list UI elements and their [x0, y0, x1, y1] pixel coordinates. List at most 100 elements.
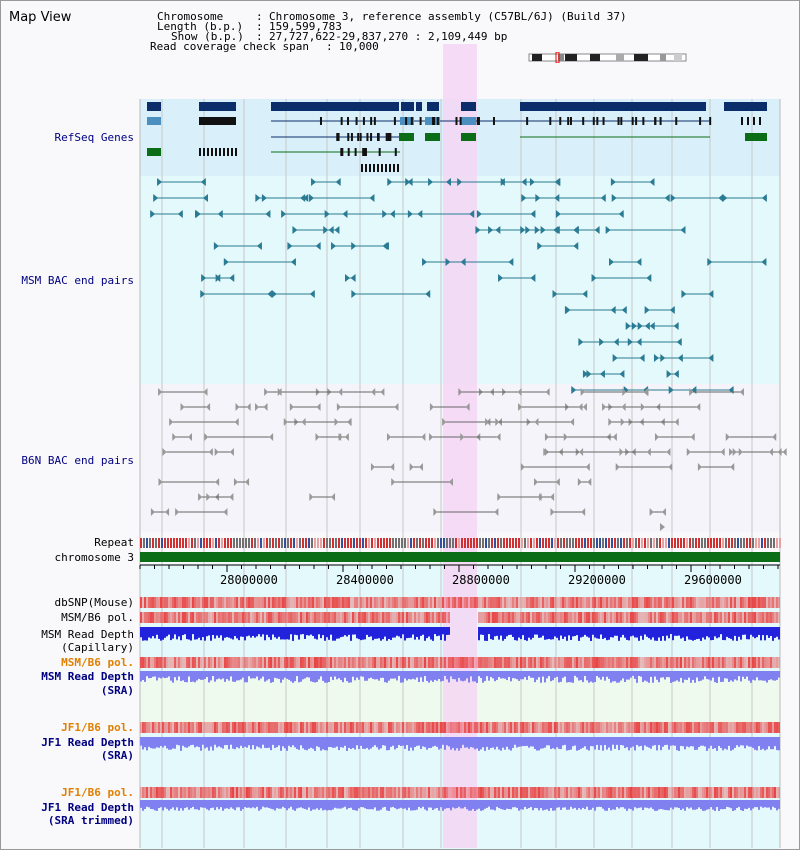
read-depth-bar [530, 737, 532, 747]
read-depth-bar [514, 800, 516, 808]
repeat-element [533, 538, 535, 548]
polymorphism-cell [226, 612, 228, 623]
polymorphism-cell [480, 657, 482, 668]
track-label-msm-b6-pol-1[interactable]: MSM/B6 pol. [61, 611, 134, 624]
b6n-bac-end [550, 508, 555, 516]
read-depth-bar [426, 737, 428, 750]
polymorphism-cell [382, 722, 384, 733]
read-depth-bar [768, 800, 770, 808]
track-label-b6n-bac[interactable]: B6N BAC end pairs [21, 454, 134, 467]
repeat-element [572, 538, 574, 548]
polymorphism-cell [466, 657, 468, 668]
polymorphism-cell [496, 612, 498, 623]
read-depth-bar [272, 737, 274, 745]
b6n-bac-end [668, 463, 673, 471]
polymorphism-cell [674, 597, 676, 608]
read-depth-bar [608, 627, 610, 640]
polymorphism-cell [734, 787, 736, 798]
track-label-jf1-b6-pol-1[interactable]: JF1/B6 pol. [61, 721, 134, 734]
polymorphism-cell [630, 787, 632, 798]
read-depth-bar [394, 627, 396, 638]
read-depth-bar [314, 737, 316, 751]
polymorphism-cell [504, 612, 506, 623]
track-label-jf1-depth-sra[interactable]: JF1 Read Depth [41, 736, 134, 749]
polymorphism-cell [472, 657, 474, 668]
b6n-bac-end [485, 418, 490, 426]
polymorphism-cell [534, 787, 536, 798]
polymorphism-cell [430, 787, 432, 798]
polymorphism-cell [644, 657, 646, 668]
track-label-chromosome[interactable]: chromosome 3 [54, 551, 134, 564]
read-depth-bar [378, 627, 380, 639]
read-depth-bar [340, 737, 342, 748]
read-depth-bar [382, 800, 384, 808]
read-depth-bar [178, 671, 180, 677]
chromosome-ideogram[interactable] [528, 52, 688, 63]
track-label-dbsnp[interactable]: dbSNP(Mouse) [54, 596, 134, 609]
msm-bac-end [525, 226, 531, 234]
polymorphism-cell [414, 597, 416, 608]
polymorphism-cell [512, 597, 514, 608]
repeat-element [380, 538, 382, 548]
polymorphism-cell [578, 722, 580, 733]
read-depth-bar [484, 800, 486, 809]
polymorphism-cell [370, 612, 372, 623]
polymorphism-cell [778, 612, 780, 623]
polymorphism-cell [384, 787, 386, 798]
polymorphism-cell [240, 597, 242, 608]
track-label-msm-depth-sra[interactable]: MSM Read Depth [41, 670, 134, 683]
polymorphism-cell [712, 722, 714, 733]
read-depth-bar [602, 800, 604, 809]
track-label-msm-b6-pol-2[interactable]: MSM/B6 pol. [61, 656, 134, 669]
read-depth-bar [694, 627, 696, 640]
track-label-jf1-b6-pol-2[interactable]: JF1/B6 pol. [61, 786, 134, 799]
axis-tick-label: 28400000 [336, 573, 394, 587]
polymorphism-cell [318, 657, 320, 668]
read-depth-bar [578, 800, 580, 809]
polymorphism-cell [194, 612, 196, 623]
polymorphism-cell [660, 722, 662, 733]
polymorphism-cell [756, 722, 758, 733]
msm-bac-end [345, 274, 351, 282]
read-depth-bar [484, 627, 486, 641]
polymorphism-cell [418, 787, 420, 798]
track-label-msm-depth-cap[interactable]: MSM Read Depth [41, 628, 134, 641]
track-label-refseq[interactable]: RefSeq Genes [54, 131, 134, 144]
read-depth-bar [646, 737, 648, 747]
polymorphism-cell [604, 657, 606, 668]
polymorphism-cell [230, 597, 232, 608]
b6n-bac-end [334, 418, 339, 426]
polymorphism-cell [232, 787, 234, 798]
track-label-repeat[interactable]: Repeat [94, 536, 134, 549]
read-depth-bar [768, 737, 770, 747]
polymorphism-cell [618, 722, 620, 733]
read-depth-bar [330, 800, 332, 811]
polymorphism-cell [306, 597, 308, 608]
read-depth-bar [332, 737, 334, 748]
read-depth-bar [142, 737, 144, 750]
msm-bac-end [157, 178, 163, 186]
b6n-bac-end [518, 403, 523, 411]
b6n-bac-end [214, 448, 219, 456]
read-depth-bar [658, 627, 660, 638]
read-depth-bar [604, 737, 606, 746]
read-depth-bar [350, 671, 352, 683]
read-depth-bar [700, 737, 702, 746]
read-depth-bar [648, 627, 650, 639]
read-depth-bar [424, 800, 426, 810]
polymorphism-cell [242, 597, 244, 608]
polymorphism-cell [332, 722, 334, 733]
repeat-element [746, 538, 748, 548]
polymorphism-cell [558, 657, 560, 668]
polymorphism-cell [588, 657, 590, 668]
polymorphism-cell [564, 787, 566, 798]
polymorphism-cell [442, 612, 444, 623]
polymorphism-cell [566, 612, 568, 623]
track-label-jf1-depth-trim[interactable]: JF1 Read Depth [41, 801, 134, 814]
read-depth-bar [210, 737, 212, 747]
read-depth-bar [352, 671, 354, 677]
track-label-msm-bac[interactable]: MSM BAC end pairs [21, 274, 134, 287]
polymorphism-cell [704, 597, 706, 608]
read-depth-bar [630, 800, 632, 810]
